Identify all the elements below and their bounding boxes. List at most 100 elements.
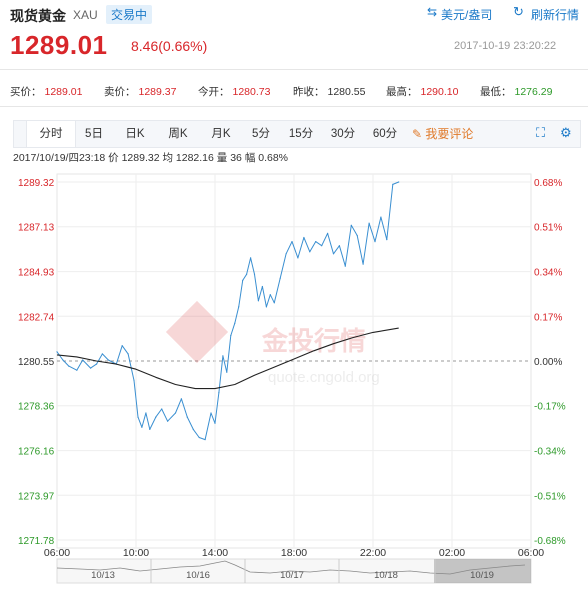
navigator-date-label: 10/16: [186, 570, 210, 581]
y-tick-label-left: 1289.32: [18, 178, 55, 189]
price-point: [90, 367, 92, 369]
tab-intraday[interactable]: 分时: [26, 121, 76, 147]
price-point: [68, 365, 70, 367]
tab-monthly-k[interactable]: 月K: [211, 128, 231, 140]
trading-status-badge: 交易中: [106, 5, 153, 24]
low-label: 最低：: [480, 86, 512, 98]
y-tick-label-right: 0.17%: [534, 312, 562, 323]
y-tick-label-right: -0.68%: [534, 536, 566, 547]
watermark-url: quote.cngold.org: [268, 369, 380, 386]
y-tick-label-left: 1287.13: [18, 223, 55, 234]
crosshair-info: 2017/10/19/四23:18 价 1289.32 均 1282.16 量 …: [13, 150, 288, 165]
info-datetime: 2017/10/19/四23:18: [13, 152, 106, 164]
y-tick-label-right: 0.00%: [534, 357, 562, 368]
high-label: 最高：: [386, 86, 418, 98]
price-point: [204, 439, 206, 441]
bid-value: 1289.01: [44, 86, 83, 98]
price-point: [107, 359, 109, 361]
navigator-selection: [434, 559, 531, 583]
price-point: [198, 436, 200, 439]
tab-5day[interactable]: 5日: [85, 128, 103, 140]
price-point: [137, 416, 139, 418]
comment-button[interactable]: ✎ 我要评论: [412, 121, 473, 147]
price-point: [167, 420, 169, 422]
x-tick-label: 06:00: [518, 547, 544, 559]
info-price: 1289.32: [121, 152, 160, 164]
price-point: [242, 279, 244, 281]
y-tick-label-right: -0.51%: [534, 491, 566, 502]
prev-close-label: 昨收：: [293, 86, 325, 98]
price-point: [257, 300, 259, 302]
price-point: [121, 345, 123, 347]
navigator-date-label: 10/18: [374, 570, 398, 581]
refresh-quote-button[interactable]: 刷新行情: [531, 8, 580, 22]
y-tick-label-right: -0.34%: [534, 447, 566, 458]
price-point: [127, 353, 129, 355]
tab-weekly-k[interactable]: 周K: [168, 128, 188, 140]
prev-close-value: 1280.55: [327, 86, 366, 98]
price-line: [56, 181, 399, 441]
y-tick-label-left: 1273.97: [18, 491, 55, 502]
price-point: [82, 359, 84, 361]
edit-icon: ✎: [412, 127, 423, 141]
price-point: [315, 241, 317, 243]
watermark: 金投行情 quote.cngold.org: [165, 300, 380, 386]
price-point: [279, 277, 281, 279]
price-point: [62, 359, 64, 361]
price-point: [141, 426, 143, 428]
tab-5min[interactable]: 5分: [252, 128, 270, 140]
price-point: [180, 398, 182, 400]
open-field: 今开： 1280.73: [198, 84, 270, 99]
info-vol: 36: [230, 152, 242, 164]
price-point: [297, 257, 299, 259]
x-tick-label: 10:00: [123, 547, 149, 559]
navigator-date-label: 10/19: [470, 570, 494, 581]
price-point: [192, 428, 194, 430]
x-tick-label: 02:00: [439, 547, 465, 559]
info-amp-label: 幅: [244, 152, 256, 164]
price-point: [374, 241, 376, 243]
price-point: [261, 285, 263, 288]
info-amp: 0.68%: [258, 152, 289, 164]
price-point: [350, 224, 352, 226]
tab-15min[interactable]: 15分: [288, 128, 314, 140]
exchange-icon: ⇆: [427, 5, 438, 19]
price-point: [253, 273, 256, 275]
divider: [0, 106, 588, 107]
tab-daily-k[interactable]: 日K: [125, 128, 145, 140]
info-avg: 1282.16: [175, 152, 214, 164]
fullscreen-icon[interactable]: ⛶: [536, 125, 546, 140]
y-tick-label-right: 0.51%: [534, 223, 562, 234]
price-point: [392, 183, 394, 185]
price-point: [230, 334, 232, 337]
comment-label: 我要评论: [425, 127, 474, 141]
price-point: [309, 251, 311, 253]
settings-icon[interactable]: ⚙: [560, 125, 572, 140]
price-point: [273, 302, 275, 304]
tab-60min[interactable]: 60分: [372, 128, 398, 140]
price-change: 8.46(0.66%): [131, 38, 208, 54]
price-point: [344, 265, 346, 267]
high-value: 1290.10: [420, 86, 459, 98]
bid-field: 买价： 1289.01: [10, 84, 82, 99]
price-point: [246, 273, 248, 275]
price-point: [362, 263, 364, 265]
unit-toggle-link[interactable]: 美元/盎司: [441, 8, 493, 22]
tab-30min[interactable]: 30分: [330, 128, 356, 140]
price-point: [238, 306, 240, 308]
price-point: [338, 245, 340, 247]
navigator-date-label: 10/13: [91, 570, 115, 581]
price-point: [95, 363, 98, 365]
y-tick-label-left: 1278.36: [18, 402, 55, 413]
x-tick-label: 22:00: [360, 547, 386, 559]
refresh-icon[interactable]: ↻: [513, 4, 524, 19]
y-tick-label-left: 1280.55: [18, 357, 55, 368]
info-vol-label: 量: [216, 152, 228, 164]
price-point: [386, 239, 388, 241]
open-value: 1280.73: [232, 86, 271, 98]
price-point: [76, 369, 78, 371]
x-tick-label: 18:00: [281, 547, 307, 559]
low-field: 最低： 1276.29: [480, 84, 552, 99]
price-point: [149, 428, 151, 430]
